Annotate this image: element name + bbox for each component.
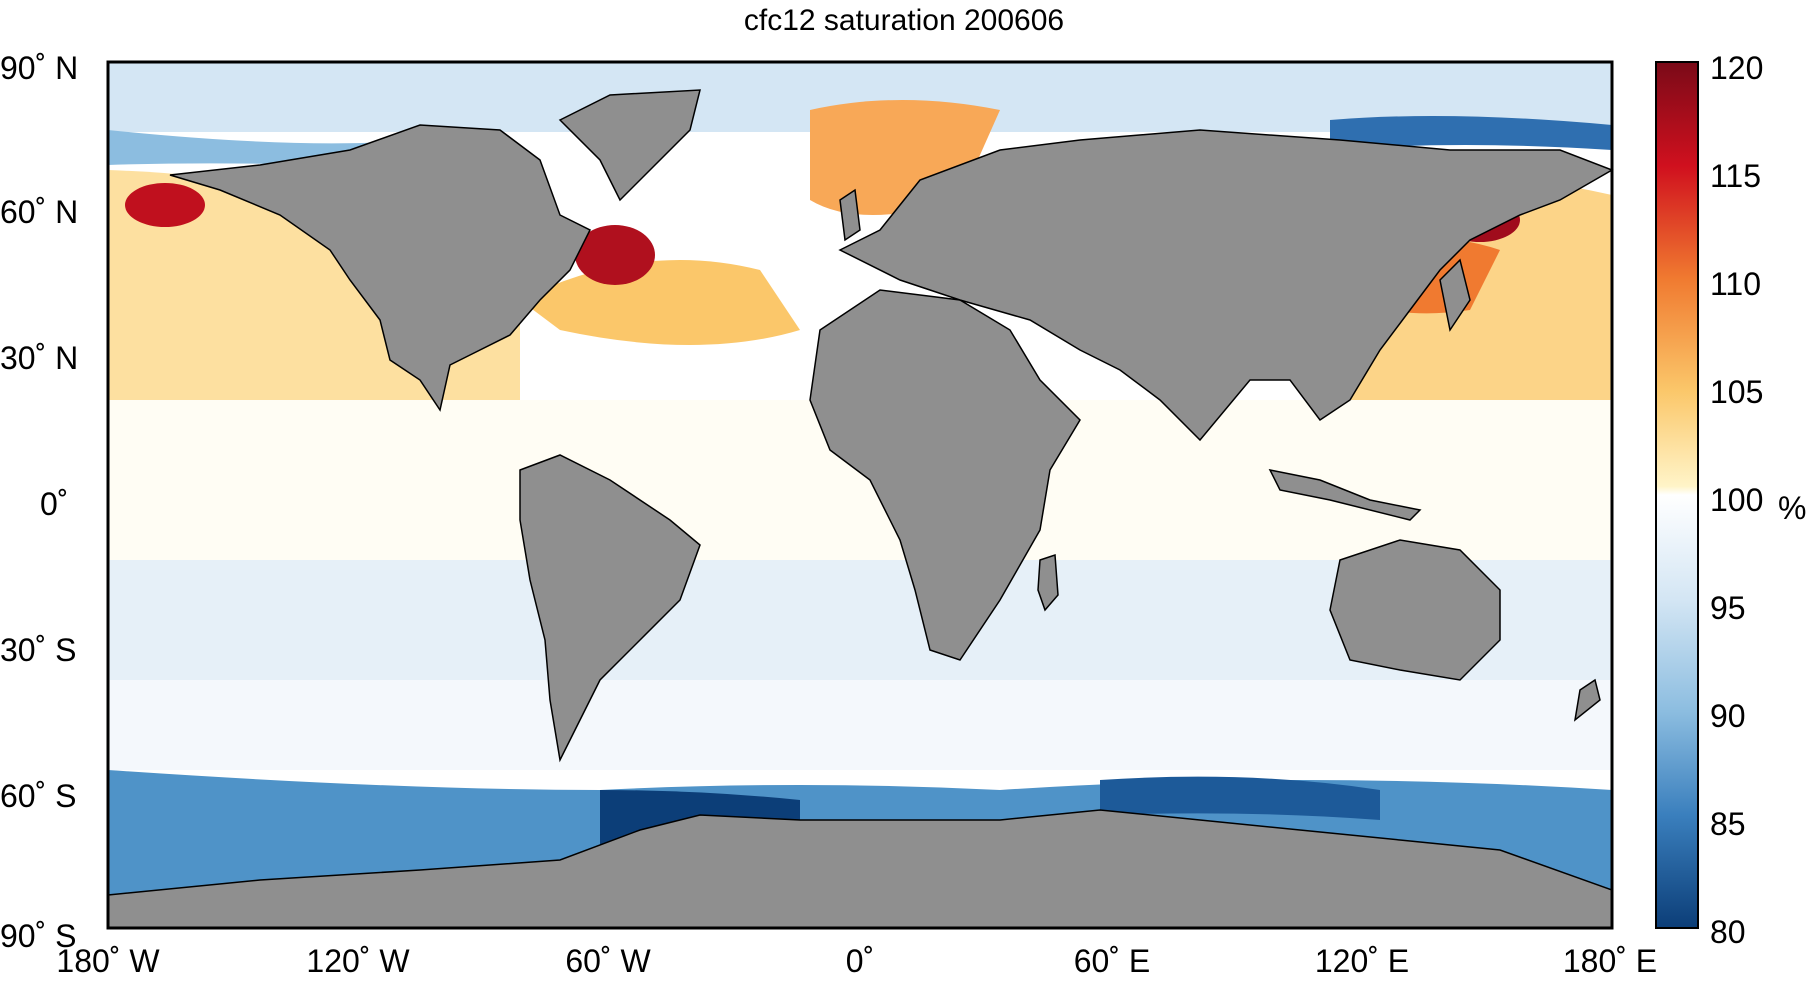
lat-tick-90n: 90˚ N	[0, 50, 79, 86]
colorbar-tick-105: 105	[1710, 374, 1764, 410]
lon-tick-60w: 60˚ W	[565, 943, 651, 979]
lat-tick-0: 0˚	[40, 486, 69, 522]
colorbar-unit: %	[1778, 490, 1807, 526]
lon-tick-180e: 180˚ E	[1562, 943, 1658, 979]
map-frame	[106, 60, 1614, 930]
colorbar-tick-80: 80	[1710, 914, 1746, 950]
newfoundland-hotspot	[575, 225, 655, 285]
new-zealand	[1573, 678, 1601, 722]
lat-tick-30n: 30˚ N	[0, 340, 79, 376]
lat-tick-90s: 90˚ S	[0, 918, 77, 954]
colorbar-tick-95: 95	[1710, 590, 1746, 626]
map-title: cfc12 saturation 200606	[743, 4, 1065, 37]
lon-tick-0: 0˚	[845, 943, 875, 979]
colorbar-tick-120: 120	[1710, 50, 1764, 86]
lat-tick-30s: 30˚ S	[0, 632, 77, 668]
indonesia	[1268, 468, 1422, 521]
uk	[839, 188, 861, 242]
colorbar-tick-90: 90	[1710, 698, 1746, 734]
eurasia	[838, 129, 1614, 442]
lon-tick-120w: 120˚ W	[306, 943, 410, 979]
africa	[809, 289, 1081, 661]
north-america	[169, 124, 592, 412]
greenland	[558, 89, 701, 202]
colorbar-tick-100: 100	[1710, 482, 1764, 518]
madagascar	[1037, 553, 1059, 612]
colorbar-tick-110: 110	[1710, 266, 1762, 302]
lon-tick-120e: 120˚ E	[1314, 943, 1410, 979]
australia	[1329, 539, 1501, 681]
alaska-hotspot	[125, 183, 205, 227]
lat-tick-60s: 60˚ S	[0, 778, 77, 814]
land-masses	[107, 89, 1614, 929]
south-america	[519, 454, 701, 763]
colorbar-tick-115: 115	[1710, 158, 1762, 194]
colorbar	[1655, 61, 1699, 929]
lat-tick-60n: 60˚ N	[0, 194, 79, 230]
colorbar-tick-85: 85	[1710, 806, 1746, 842]
lon-tick-60e: 60˚ E	[1073, 943, 1151, 979]
lon-tick-180w: 180˚ W	[56, 943, 160, 979]
japan	[1439, 258, 1471, 332]
